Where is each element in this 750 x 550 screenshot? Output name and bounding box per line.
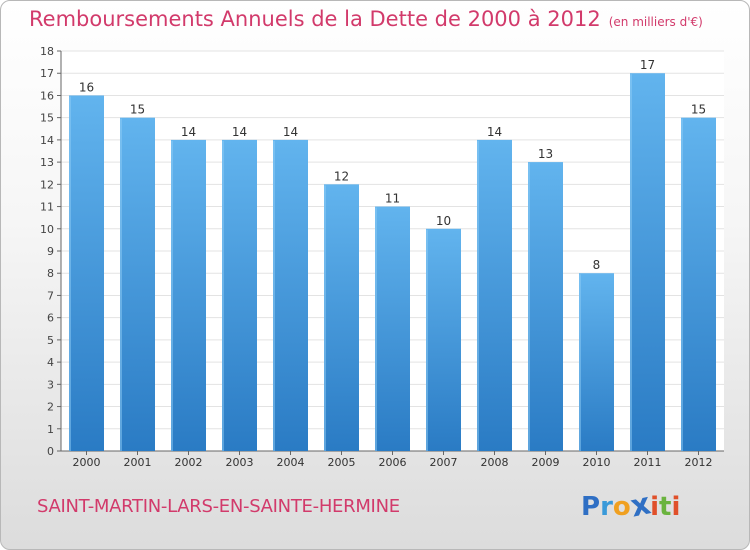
bar-value-label: 14 <box>181 125 196 139</box>
bar <box>273 139 308 451</box>
y-tick-label: 18 <box>40 45 54 58</box>
bar-value-label: 17 <box>640 58 655 72</box>
bar-value-label: 15 <box>130 103 145 117</box>
y-tick-label: 1 <box>47 423 54 436</box>
x-tick-label: 2003 <box>226 456 254 469</box>
logo-letter: P <box>581 492 601 522</box>
y-tick-label: 5 <box>47 334 54 347</box>
y-tick-label: 14 <box>40 134 54 147</box>
y-tick-label: 17 <box>40 67 54 80</box>
x-tick-label: 2007 <box>430 456 458 469</box>
x-tick-label: 2004 <box>277 456 305 469</box>
x-tick-label: 2001 <box>124 456 152 469</box>
y-tick-label: 12 <box>40 178 54 191</box>
bar-value-label: 13 <box>538 147 553 161</box>
bar <box>630 73 665 451</box>
y-tick-label: 9 <box>47 245 54 258</box>
bar <box>528 162 563 451</box>
x-tick-label: 2000 <box>73 456 101 469</box>
bar <box>681 117 716 452</box>
chart-subtitle: (en milliers d'€) <box>608 15 703 29</box>
y-tick-label: 8 <box>47 267 54 280</box>
logo-letter: i <box>650 492 660 522</box>
bar <box>171 139 206 451</box>
logo-letter: t <box>659 492 672 522</box>
bar-chart: 0123456789101112131415161718162000152001… <box>40 45 724 469</box>
chart-title-text: Remboursements Annuels de la Dette de 20… <box>29 7 601 31</box>
y-tick-label: 16 <box>40 89 54 102</box>
bar <box>426 228 461 451</box>
bar-value-label: 12 <box>334 169 349 183</box>
bar-value-label: 10 <box>436 214 451 228</box>
bar-value-label: 11 <box>385 192 400 206</box>
x-tick-label: 2010 <box>583 456 611 469</box>
x-tick-label: 2008 <box>481 456 509 469</box>
chart-title: Remboursements Annuels de la Dette de 20… <box>29 7 703 31</box>
bar <box>120 117 155 452</box>
x-tick-label: 2011 <box>634 456 662 469</box>
logo-letter: i <box>671 492 681 522</box>
bar <box>579 273 614 451</box>
logo-letter: o <box>612 492 631 522</box>
y-tick-label: 3 <box>47 378 54 391</box>
y-tick-label: 2 <box>47 401 54 414</box>
y-tick-label: 6 <box>47 312 54 325</box>
x-tick-label: 2009 <box>532 456 560 469</box>
y-tick-label: 7 <box>47 289 54 302</box>
bar-value-label: 14 <box>232 125 247 139</box>
y-tick-label: 11 <box>40 201 54 214</box>
bar-value-label: 14 <box>487 125 502 139</box>
y-tick-label: 15 <box>40 112 54 125</box>
proxiti-logo: Proxiti <box>581 486 681 524</box>
x-tick-label: 2002 <box>175 456 203 469</box>
x-tick-label: 2012 <box>685 456 713 469</box>
bar <box>69 95 104 451</box>
town-name: SAINT-MARTIN-LARS-EN-SAINTE-HERMINE <box>37 496 400 517</box>
x-tick-label: 2006 <box>379 456 407 469</box>
bar-value-label: 8 <box>593 258 601 272</box>
y-tick-label: 0 <box>47 445 54 458</box>
bar-value-label: 14 <box>283 125 298 139</box>
logo-letter: r <box>600 492 613 522</box>
bar <box>222 139 257 451</box>
y-tick-label: 4 <box>47 356 54 369</box>
bar-value-label: 16 <box>79 80 94 94</box>
bar-value-label: 15 <box>691 103 706 117</box>
y-tick-label: 10 <box>40 223 54 236</box>
bar <box>375 206 410 451</box>
bar <box>477 139 512 451</box>
y-tick-label: 13 <box>40 156 54 169</box>
x-tick-label: 2005 <box>328 456 356 469</box>
bar <box>324 184 359 452</box>
